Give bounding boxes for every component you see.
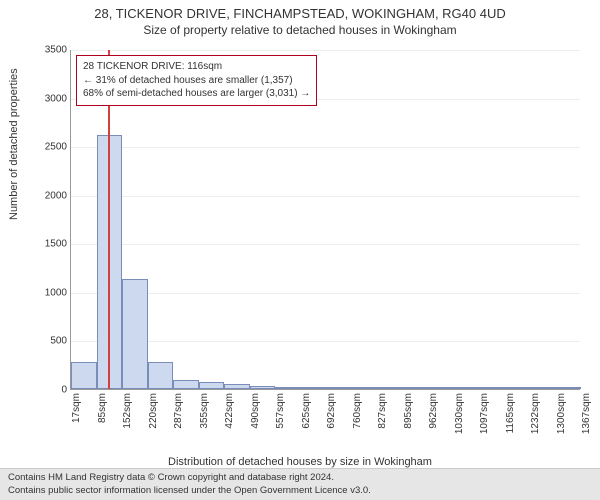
x-tick-label: 895sqm — [403, 393, 414, 443]
chart-title: 28, TICKENOR DRIVE, FINCHAMPSTEAD, WOKIN… — [0, 0, 600, 23]
histogram-bar — [250, 386, 276, 389]
histogram-bar — [403, 387, 429, 389]
histogram-bar — [173, 380, 199, 389]
footer-line-2: Contains public sector information licen… — [8, 485, 592, 497]
y-tick-label: 0 — [61, 385, 71, 396]
grid-line — [71, 50, 580, 51]
x-tick-label: 760sqm — [352, 393, 363, 443]
x-axis-label: Distribution of detached houses by size … — [0, 456, 600, 468]
grid-line — [71, 196, 580, 197]
histogram-bar — [224, 384, 250, 389]
x-tick-label: 355sqm — [199, 393, 210, 443]
x-tick-label: 1367sqm — [581, 393, 592, 443]
y-tick-label: 3500 — [45, 45, 71, 56]
x-tick-label: 422sqm — [224, 393, 235, 443]
x-tick-label: 85sqm — [97, 393, 108, 443]
x-tick-label: 1165sqm — [505, 393, 516, 443]
histogram-bar — [199, 382, 225, 389]
annotation-line-2: ← 31% of detached houses are smaller (1,… — [83, 74, 310, 88]
histogram-bar — [479, 387, 505, 389]
annotation-line-1: 28 TICKENOR DRIVE: 116sqm — [83, 60, 310, 74]
x-tick-label: 220sqm — [148, 393, 159, 443]
histogram-bar — [352, 387, 378, 389]
histogram-bar — [122, 279, 148, 389]
y-tick-label: 1500 — [45, 239, 71, 250]
y-axis-label: Number of detached properties — [8, 68, 20, 220]
annotation-line-3: 68% of semi-detached houses are larger (… — [83, 87, 310, 101]
y-tick-label: 500 — [50, 336, 71, 347]
y-tick-label: 3000 — [45, 93, 71, 104]
x-tick-label: 625sqm — [301, 393, 312, 443]
histogram-bar — [148, 362, 174, 389]
grid-line — [71, 147, 580, 148]
histogram-bar — [326, 387, 352, 389]
x-tick-label: 557sqm — [275, 393, 286, 443]
attribution-footer: Contains HM Land Registry data © Crown c… — [0, 468, 600, 500]
histogram-bar — [301, 387, 327, 389]
x-tick-label: 1097sqm — [479, 393, 490, 443]
histogram-bar — [428, 387, 454, 389]
histogram-bar — [530, 387, 556, 389]
x-tick-label: 1300sqm — [556, 393, 567, 443]
x-tick-label: 490sqm — [250, 393, 261, 443]
x-tick-label: 827sqm — [377, 393, 388, 443]
chart-container: 28, TICKENOR DRIVE, FINCHAMPSTEAD, WOKIN… — [0, 0, 600, 500]
chart-subtitle: Size of property relative to detached ho… — [0, 23, 600, 41]
x-tick-label: 1232sqm — [530, 393, 541, 443]
annotation-callout: 28 TICKENOR DRIVE: 116sqm ← 31% of detac… — [76, 55, 317, 106]
x-tick-label: 287sqm — [173, 393, 184, 443]
histogram-bar — [275, 387, 301, 389]
y-tick-label: 1000 — [45, 287, 71, 298]
histogram-bar — [505, 387, 531, 389]
grid-line — [71, 244, 580, 245]
x-tick-label: 962sqm — [428, 393, 439, 443]
footer-line-1: Contains HM Land Registry data © Crown c… — [8, 472, 592, 484]
histogram-bar — [556, 387, 582, 389]
x-tick-label: 692sqm — [326, 393, 337, 443]
x-tick-label: 152sqm — [122, 393, 133, 443]
histogram-bar — [71, 362, 97, 389]
y-tick-label: 2000 — [45, 190, 71, 201]
histogram-bar — [454, 387, 480, 389]
x-tick-label: 17sqm — [71, 393, 82, 443]
x-tick-label: 1030sqm — [454, 393, 465, 443]
y-tick-label: 2500 — [45, 142, 71, 153]
histogram-bar — [377, 387, 403, 389]
